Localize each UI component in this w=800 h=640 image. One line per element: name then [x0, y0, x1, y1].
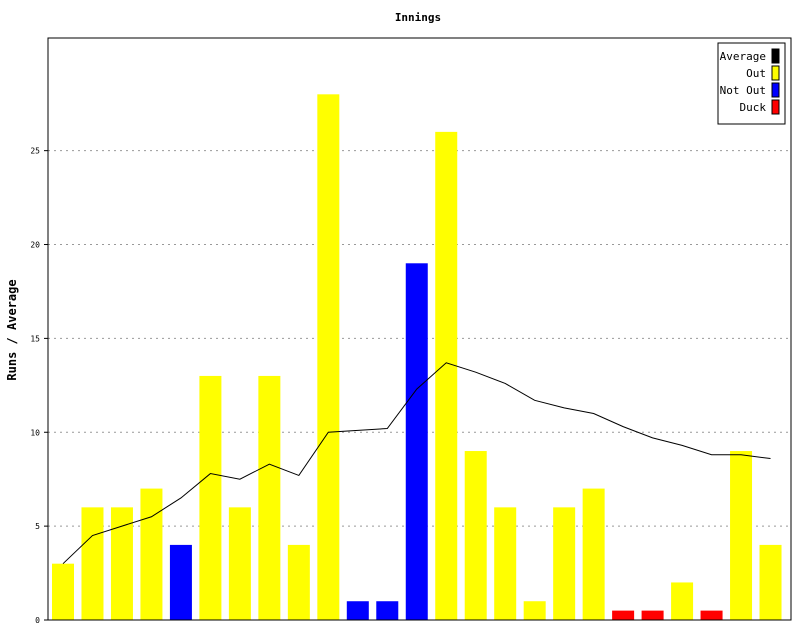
bar-innings — [228, 507, 251, 620]
bar-innings — [140, 488, 163, 620]
bar-innings — [287, 544, 310, 620]
y-tick-label: 15 — [30, 334, 40, 343]
average-line — [62, 362, 771, 565]
legend-label: Out — [746, 67, 766, 80]
bar-innings — [81, 507, 104, 620]
legend-swatch — [771, 65, 780, 81]
y-tick-label: 5 — [35, 522, 40, 531]
legend-swatch — [771, 82, 780, 98]
bar-innings — [346, 601, 369, 620]
bar-innings — [730, 451, 753, 620]
bars-group — [52, 94, 782, 621]
bar-innings — [435, 131, 458, 620]
bar-innings — [464, 451, 487, 620]
plot-frame — [47, 37, 792, 621]
bar-innings — [258, 375, 281, 620]
y-tick-label: 25 — [30, 147, 40, 156]
bar-innings — [553, 507, 576, 620]
legend-label: Not Out — [720, 84, 766, 97]
y-tick-label: 10 — [30, 428, 40, 437]
legend-swatch — [771, 48, 780, 64]
gridlines — [48, 150, 791, 527]
y-axis-label: Runs / Average — [5, 279, 19, 380]
bar-innings — [671, 582, 694, 620]
y-ticks: 0 5 10 15 20 25 — [30, 147, 48, 625]
axes-group — [47, 37, 792, 621]
bar-innings — [523, 601, 546, 620]
y-tick-label: 20 — [30, 241, 40, 250]
legend: Average Out Not Out Duck — [717, 42, 786, 125]
bar-innings — [169, 544, 192, 620]
bar-innings — [612, 610, 635, 620]
average-line-group — [62, 362, 771, 565]
legend-swatch — [771, 99, 780, 115]
legend-label: Average — [720, 50, 766, 63]
bar-innings — [376, 601, 399, 620]
bar-innings — [700, 610, 723, 620]
legend-label: Duck — [740, 101, 767, 114]
bar-innings — [317, 94, 340, 621]
bar-innings — [582, 488, 605, 620]
bar-innings — [759, 544, 782, 620]
bar-innings — [199, 375, 222, 620]
bar-innings — [110, 507, 133, 620]
chart-title: Innings — [395, 11, 441, 24]
bar-innings — [405, 263, 428, 620]
bar-innings — [494, 507, 517, 620]
bar-innings — [641, 610, 664, 620]
bar-innings — [52, 563, 74, 620]
y-tick-label: 0 — [35, 616, 40, 625]
